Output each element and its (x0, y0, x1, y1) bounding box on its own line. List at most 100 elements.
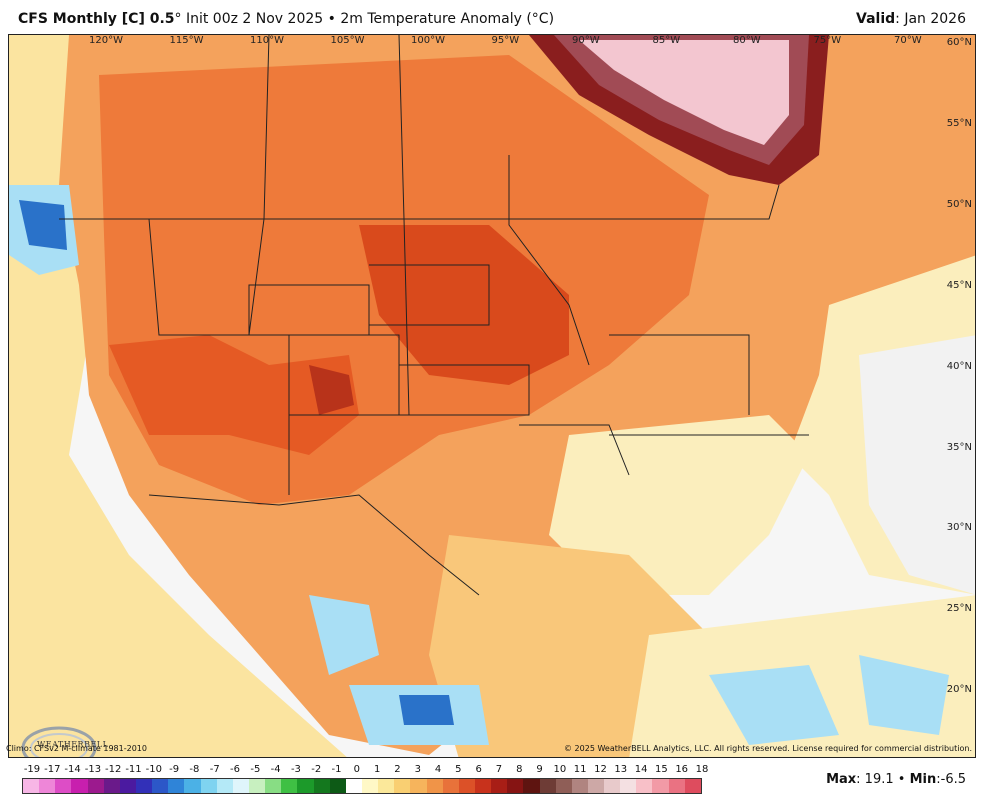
longitude-label: 110°W (250, 35, 284, 46)
longitude-label: 70°W (894, 35, 922, 46)
legend-tick-label: -6 (230, 764, 241, 775)
latitude-label: 45°N (946, 279, 972, 291)
legend-tick-label: -9 (169, 764, 180, 775)
legend-swatch (55, 779, 72, 793)
state-line-3 (398, 35, 410, 416)
latitude-label: 50°N (946, 198, 972, 210)
latitude-label: 55°N (946, 117, 972, 129)
longitude-label: 100°W (411, 35, 445, 46)
legend-swatch (555, 779, 572, 793)
legend-tick-label: 0 (353, 764, 361, 775)
legend-swatch (539, 779, 556, 793)
legend-swatch (571, 779, 588, 793)
southwest-strong-anomaly (109, 335, 359, 455)
legend-swatch (281, 779, 298, 793)
legend-tick-label: 9 (536, 764, 543, 775)
max-label: Max (826, 772, 857, 787)
max-min-stats: Max: 19.1 • Min:-6.5 (826, 772, 966, 787)
longitude-label: 75°W (813, 35, 842, 46)
political-borders (59, 35, 809, 596)
legend-swatch (313, 779, 330, 793)
legend-swatch (361, 779, 379, 793)
legend-tick-label: 16 (675, 764, 689, 775)
legend-swatch (39, 779, 56, 793)
mexico-cool-1 (309, 595, 379, 675)
legend-tick-label: -7 (209, 764, 220, 775)
min-value: :-6.5 (936, 772, 966, 787)
legend-tick-label: 1 (373, 764, 381, 775)
legend-tick-label: 8 (516, 764, 523, 775)
longitude-label: 95°W (491, 35, 520, 46)
legend-swatch (168, 779, 185, 793)
map-title: CFS Monthly [C] 0.5° Init 00z 2 Nov 2025… (18, 11, 554, 27)
legend-bar (22, 778, 702, 794)
legend-tick-label: 7 (495, 764, 503, 775)
legend-tick-label: -10 (145, 764, 162, 775)
longitude-label: 120°W (89, 35, 123, 46)
legend-tick-label: 2 (394, 764, 401, 775)
state-line-7 (609, 334, 750, 415)
legend-tick-label: 13 (614, 764, 628, 775)
caribbean-cool-2 (859, 655, 949, 735)
latitude-label: 60°N (946, 37, 972, 48)
pnw-cold-core (19, 200, 67, 250)
longitude-label: 105°W (330, 35, 365, 46)
legend-tick-label: 5 (455, 764, 462, 775)
stats-bullet: • (897, 772, 906, 787)
state-box-kansas (399, 364, 530, 416)
legend-swatch (378, 779, 395, 793)
legend-swatch (523, 779, 540, 793)
mexico-cold-core (399, 695, 454, 725)
init-time: Init 00z 2 Nov 2025 (185, 11, 324, 27)
legend-tick-label: -2 (311, 764, 322, 775)
state-line-2 (248, 35, 270, 336)
legend-swatch (23, 779, 40, 793)
legend-swatch (87, 779, 104, 793)
legend-tick-label: -8 (189, 764, 200, 775)
legend-swatch (265, 779, 282, 793)
legend-tick-label: -11 (125, 764, 142, 775)
latitude-label: 35°N (946, 441, 972, 453)
longitude-label: 115°W (169, 35, 204, 46)
state-line-5 (209, 334, 290, 495)
legend-tick-label: -3 (290, 764, 301, 775)
legend-tick-label: 4 (434, 764, 442, 775)
max-value: : 19.1 (856, 772, 894, 787)
legend-tick-label: -13 (84, 764, 102, 775)
legend-swatch (604, 779, 621, 793)
legend-tick-label: -12 (105, 764, 122, 775)
legend-swatch (491, 779, 508, 793)
legend-swatch (232, 779, 249, 793)
legend-tick-label: 18 (695, 764, 709, 775)
legend-swatch (71, 779, 88, 793)
legend-swatch (394, 779, 411, 793)
valid-period: Valid: Jan 2026 (856, 11, 966, 27)
legend-tick-label: 15 (655, 764, 668, 775)
min-label: Min (909, 772, 937, 787)
state-line-4 (508, 155, 590, 366)
legend-swatch (458, 779, 475, 793)
latitude-label: 20°N (946, 684, 972, 696)
legend-swatch (652, 779, 669, 793)
caribbean-cool-1 (709, 665, 839, 745)
us-mexico-border (148, 494, 480, 596)
legend-swatch (587, 779, 605, 793)
legend-swatch (329, 779, 346, 793)
southeast-near-normal (549, 415, 809, 595)
anomaly-map[interactable]: 120°W 115°W 110°W 105°W 100°W 95°W 90°W 85°W 80°… (8, 34, 976, 758)
legend-swatch (636, 779, 653, 793)
latitude-label: 40°N (946, 360, 972, 372)
legend-swatch (216, 779, 233, 793)
logo-swirl-icon (21, 726, 97, 757)
map-canvas (9, 35, 975, 757)
legend-swatch (410, 779, 427, 793)
legend-swatch (442, 779, 459, 793)
legend-tick-label: -14 (64, 764, 81, 775)
legend-swatch (200, 779, 217, 793)
longitude-label: 85°W (652, 35, 681, 46)
legend-swatch (184, 779, 201, 793)
legend-swatch (345, 779, 362, 793)
legend-swatch (426, 779, 443, 793)
model-name: CFS Monthly [C] 0.5 (18, 11, 175, 27)
title-bar: CFS Monthly [C] 0.5° Init 00z 2 Nov 2025… (0, 0, 984, 34)
